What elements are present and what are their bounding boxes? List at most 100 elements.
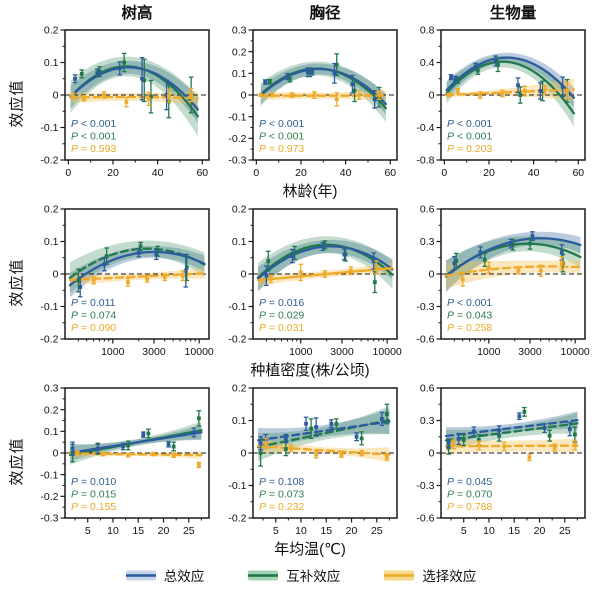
y-tick-label: -0.2 (40, 155, 58, 167)
blue-data-point (141, 432, 146, 437)
green-data-point (184, 265, 189, 270)
green-data-point (142, 78, 147, 83)
y-tick-label: 0.2 (232, 383, 247, 395)
blue-data-point (354, 434, 359, 439)
blue-data-point (371, 259, 376, 263)
green-data-point (496, 63, 500, 67)
green-data-point (138, 244, 143, 249)
yellow-confidence-band (258, 438, 390, 463)
x-tick-label: 25 (371, 525, 383, 537)
x-tick-label: 5 (461, 525, 467, 537)
yellow-data-point (384, 455, 389, 459)
y-tick-label: 0.2 (232, 204, 247, 216)
green-p-value: P = 0.029 (259, 310, 304, 322)
y-tick-label: 0.3 (232, 25, 247, 37)
blue-fit-line (68, 431, 203, 454)
figure-row-3: 效应值 P = 0.010 P = 0.015 P = 0.155 0.3 0.2 0.1 0… (4, 382, 598, 540)
blue-data-point (542, 426, 547, 430)
yellow-data-point (559, 261, 564, 266)
y-tick-label: 0.6 (420, 204, 435, 216)
y-tick-label: 0 (429, 269, 435, 281)
x-axis-label: 种植密度(株/公顷) (250, 362, 370, 379)
x-tick-label: 1000 (289, 346, 313, 358)
x-tick-label: 20 (107, 167, 119, 179)
y-tick-label: 0 (241, 269, 247, 281)
blue-data-point (283, 436, 288, 441)
y-tick-label: 0.1 (232, 68, 247, 80)
y-tick-label: -0.3 (228, 155, 246, 167)
y-tick-label: 0.1 (44, 426, 59, 438)
y-tick-label: 0.1 (44, 236, 59, 248)
blue-data-point (304, 421, 308, 426)
yellow-data-point (377, 93, 382, 97)
yellow-fit-line (256, 445, 391, 456)
x-axis-label-row-2: 种植密度(株/公顷) (4, 361, 598, 382)
green-data-point (547, 433, 552, 438)
blue-data-point (263, 80, 268, 84)
y-tick-label: 0 (429, 90, 435, 102)
y-tick-label: 0 (241, 448, 247, 460)
x-tick-label: 15 (320, 525, 332, 537)
yellow-data-point (500, 91, 505, 96)
x-tick-label: 5 (85, 525, 91, 537)
green-data-point (522, 409, 527, 414)
x-tick-label: 20 (295, 167, 307, 179)
x-tick-label: 20 (346, 525, 358, 537)
x-axis-label: 年均温(℃) (274, 541, 346, 558)
yellow-data-point (181, 273, 185, 278)
yellow-data-point (359, 451, 364, 455)
yellow-data-point (82, 96, 86, 101)
yellow-p-value: P = 0.788 (447, 501, 492, 513)
yellow-p-value: P = 0.031 (259, 322, 304, 334)
blue-p-value: P < 0.001 (447, 297, 492, 309)
blue-data-point (332, 71, 337, 76)
x-tick-label: 15 (508, 525, 520, 537)
blue-data-point (117, 66, 122, 71)
panel-cell-r3c1: P = 0.010 P = 0.015 P = 0.155 0.3 0.2 0.1 0 -0.… (28, 382, 216, 540)
blue-fit-line (444, 419, 579, 438)
green-data-point (352, 88, 357, 93)
x-tick-label: 3000 (330, 346, 354, 358)
green-data-point (171, 444, 176, 449)
blue-confidence-band (260, 63, 386, 115)
green-data-point (104, 254, 109, 259)
x-tick-label: 40 (340, 167, 352, 179)
yellow-data-point (126, 280, 130, 285)
x-tick-label: 20 (158, 525, 170, 537)
yellow-data-point (126, 453, 131, 458)
green-data-point (149, 94, 153, 99)
green-data-point (76, 278, 81, 283)
blue-data-point (478, 250, 483, 255)
y-axis-label: 效应值 (8, 436, 26, 486)
green-legend-swatch-icon (248, 570, 279, 580)
green-fit-line (256, 418, 391, 449)
green-p-value: P < 0.001 (259, 131, 304, 143)
green-data-point (267, 79, 272, 84)
green-p-value: P = 0.073 (259, 489, 304, 501)
blue-data-point (95, 446, 100, 451)
green-data-point (455, 78, 460, 83)
blue-data-point (446, 441, 451, 446)
y-tick-label: -0.2 (40, 491, 58, 503)
y-tick-label: -0.3 (416, 301, 434, 313)
green-data-point (528, 241, 532, 246)
panel-grid: 效应值 树高 P < 0.001 P < 0.001 P = 0.593 0.2 0.1 0-… (4, 4, 598, 561)
green-data-point (126, 443, 131, 448)
yellow-data-point (334, 97, 339, 102)
yellow-data-point (478, 93, 482, 97)
yellow-data-point (538, 268, 543, 273)
blue-data-point (471, 429, 476, 434)
blue-data-point (456, 437, 461, 441)
yellow-data-point (542, 88, 547, 93)
y-tick-label: 0.2 (232, 46, 247, 58)
green-data-point (309, 426, 314, 431)
y-tick-label: -0.1 (228, 301, 246, 313)
blue-data-point (516, 83, 520, 88)
blue-fit-line (69, 66, 199, 111)
blue-data-point (567, 427, 572, 432)
y-axis-label: 效应值 (8, 78, 26, 128)
